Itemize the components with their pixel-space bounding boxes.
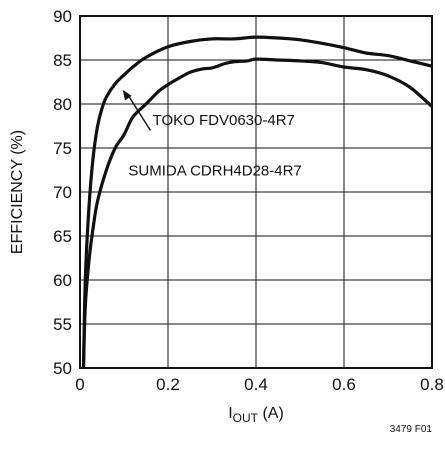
y-tick-label: 55 [53,315,72,334]
plot-frame [79,15,433,369]
x-tick-label: 0.4 [244,375,268,394]
figure-id: 3479 F01 [390,424,433,435]
y-tick-label: 50 [53,359,72,378]
efficiency-curves [81,35,434,369]
annotation-arrow-head [122,89,132,101]
x-axis-label-subscript: OUT [233,411,259,425]
grid-lines [80,16,432,368]
y-tick-label: 85 [53,51,72,70]
series-line-toko [81,35,433,369]
y-tick-label: 70 [53,183,72,202]
x-tick-label: 0.6 [332,375,356,394]
x-axis-label-unit: (A) [258,405,284,422]
annotation-arrow-shaft [126,92,151,131]
annotation-arrow [122,89,151,131]
y-tick-label: 75 [53,139,72,158]
y-tick-label: 80 [53,95,72,114]
y-axis-label: EFFICIENCY (%) [9,130,26,254]
x-axis-label-main: I [228,405,232,422]
x-tick-label: 0.8 [420,375,444,394]
x-tick-label: 0 [75,375,84,394]
x-tick-label: 0.2 [156,375,180,394]
series-line-sumida [81,57,434,369]
annotation-sumida: SUMIDA CDRH4D28-4R7 [128,162,301,179]
x-axis-label: IOUT (A) [228,405,284,425]
y-tick-label: 90 [53,7,72,26]
y-tick-label: 65 [53,227,72,246]
annotation-toko: TOKO FDV0630-4R7 [153,112,295,129]
tick-labels: 50 55 60 65 70 75 80 85 90 0 0.2 0.4 0.6 0.8 [53,7,444,394]
y-tick-label: 60 [53,271,72,290]
